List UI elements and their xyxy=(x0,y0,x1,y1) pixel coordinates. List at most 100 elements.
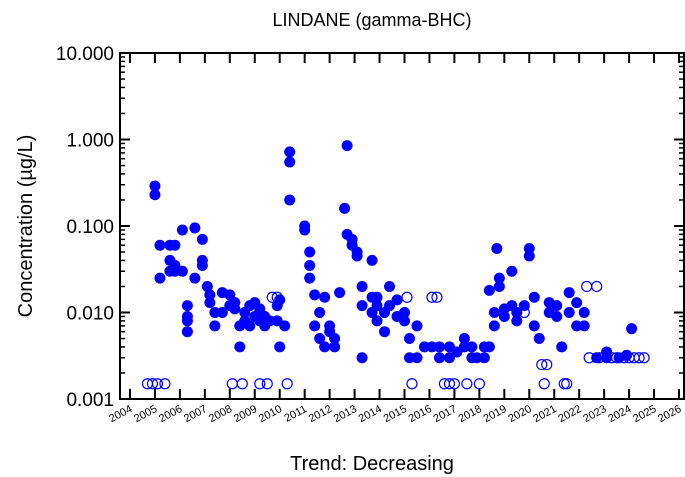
data-point xyxy=(488,307,500,318)
data-point xyxy=(561,378,573,390)
data-point xyxy=(176,224,188,236)
data-point xyxy=(356,300,368,312)
data-point xyxy=(149,189,161,201)
data-point xyxy=(154,239,166,251)
data-point xyxy=(314,307,326,318)
data-point xyxy=(536,358,548,371)
data-point xyxy=(196,259,208,271)
x-tick-label: 2021 xyxy=(531,403,558,425)
data-point xyxy=(638,352,650,364)
data-point xyxy=(518,306,530,319)
chart-title: LINDANE (gamma-BHC) xyxy=(272,10,471,30)
data-point xyxy=(181,300,193,312)
data-point xyxy=(563,287,575,299)
data-point xyxy=(356,280,368,292)
y-tick-label: 1.000 xyxy=(66,131,114,152)
data-point xyxy=(261,378,273,390)
data-point xyxy=(309,320,321,332)
data-point xyxy=(284,146,296,158)
data-point xyxy=(319,341,331,353)
data-point xyxy=(284,194,296,206)
data-point xyxy=(334,287,346,299)
data-point xyxy=(304,259,316,271)
data-point xyxy=(551,310,563,322)
data-point xyxy=(204,289,216,301)
data-point xyxy=(398,307,410,318)
data-point xyxy=(254,378,266,390)
data-point xyxy=(556,341,568,353)
data-point xyxy=(391,294,403,306)
data-point xyxy=(466,341,478,353)
data-point xyxy=(528,320,540,332)
data-point xyxy=(541,358,553,371)
data-point xyxy=(224,289,236,301)
data-point xyxy=(181,326,193,338)
data-point xyxy=(309,289,321,301)
data-point xyxy=(366,254,378,266)
data-point xyxy=(401,291,413,303)
data-point xyxy=(611,352,623,364)
data-point xyxy=(384,280,396,292)
data-point xyxy=(411,352,423,364)
data-point xyxy=(563,307,575,318)
x-tick-label: 2015 xyxy=(382,403,409,425)
y-tick-label: 0.010 xyxy=(66,304,114,325)
data-point xyxy=(533,333,545,345)
x-tick-label: 2008 xyxy=(207,403,234,425)
data-point xyxy=(274,341,286,353)
data-point xyxy=(226,378,238,390)
data-point xyxy=(181,315,193,327)
data-point xyxy=(493,272,505,284)
x-tick-label: 2012 xyxy=(307,403,334,425)
data-point xyxy=(266,291,278,303)
y-tick-label: 0.100 xyxy=(66,217,114,238)
y-axis-label: Concentration (µg/L) xyxy=(15,135,37,318)
data-point xyxy=(461,378,473,390)
data-point xyxy=(458,333,470,345)
data-point xyxy=(371,291,383,303)
x-tick-label: 2005 xyxy=(132,403,159,425)
data-point xyxy=(151,378,164,390)
data-point xyxy=(431,291,443,303)
data-point xyxy=(201,280,213,292)
data-point xyxy=(448,378,461,390)
data-point xyxy=(329,341,341,353)
x-tick-label: 2026 xyxy=(656,403,683,425)
data-point xyxy=(299,224,311,236)
data-point xyxy=(528,291,540,303)
data-point xyxy=(403,333,415,345)
data-point xyxy=(593,352,605,364)
x-tick-label: 2014 xyxy=(357,403,384,425)
data-point xyxy=(398,315,410,327)
data-point xyxy=(578,320,590,332)
data-point xyxy=(319,291,331,303)
data-point xyxy=(523,242,535,254)
x-tick-label: 2023 xyxy=(581,403,608,425)
data-point xyxy=(443,378,456,390)
data-point xyxy=(189,272,201,284)
plot-frame xyxy=(119,52,685,400)
data-point xyxy=(159,378,171,390)
x-axis-label: Trend: Decreasing xyxy=(290,453,454,475)
data-point xyxy=(571,297,583,309)
data-point xyxy=(523,250,535,262)
data-point xyxy=(216,307,228,318)
data-point xyxy=(433,352,445,364)
data-point xyxy=(314,333,326,345)
data-point xyxy=(506,265,518,277)
data-point xyxy=(234,341,246,353)
data-point xyxy=(229,303,241,315)
data-point xyxy=(371,300,383,312)
data-point xyxy=(493,280,505,292)
data-point xyxy=(406,378,418,390)
data-point xyxy=(511,315,523,327)
data-point xyxy=(329,333,341,345)
data-point xyxy=(433,341,445,353)
x-tick-label: 2020 xyxy=(506,403,533,425)
data-point xyxy=(279,320,291,332)
data-point xyxy=(196,233,208,245)
data-point xyxy=(606,352,618,364)
data-point xyxy=(578,307,590,318)
data-point xyxy=(473,378,485,390)
